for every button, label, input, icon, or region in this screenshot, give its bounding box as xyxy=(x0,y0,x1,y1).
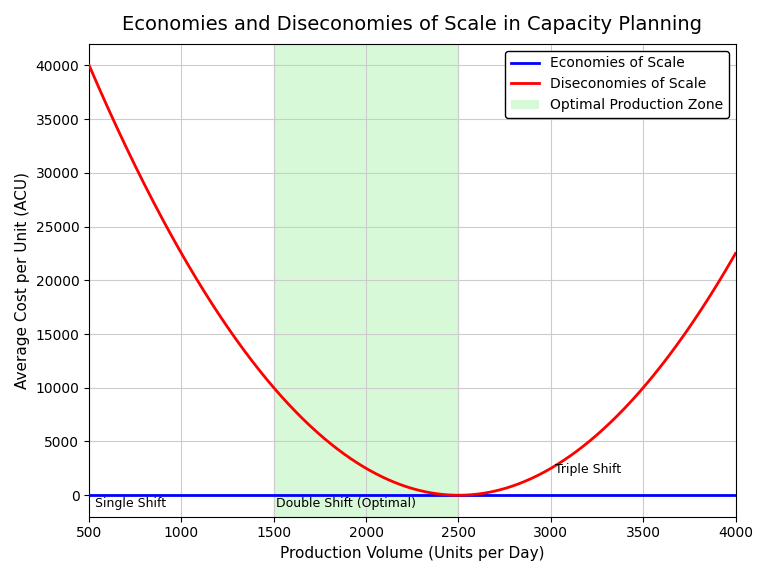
Bar xyxy=(274,44,458,517)
X-axis label: Production Volume (Units per Day): Production Volume (Units per Day) xyxy=(280,546,545,561)
Text: Triple Shift: Triple Shift xyxy=(554,463,621,476)
Y-axis label: Average Cost per Unit (ACU): Average Cost per Unit (ACU) xyxy=(15,172,30,389)
Text: Double Shift (Optimal): Double Shift (Optimal) xyxy=(276,497,415,510)
Title: Economies and Diseconomies of Scale in Capacity Planning: Economies and Diseconomies of Scale in C… xyxy=(122,15,702,34)
Legend: Economies of Scale, Diseconomies of Scale, Optimal Production Zone: Economies of Scale, Diseconomies of Scal… xyxy=(505,51,729,118)
Text: Single Shift: Single Shift xyxy=(94,497,166,510)
